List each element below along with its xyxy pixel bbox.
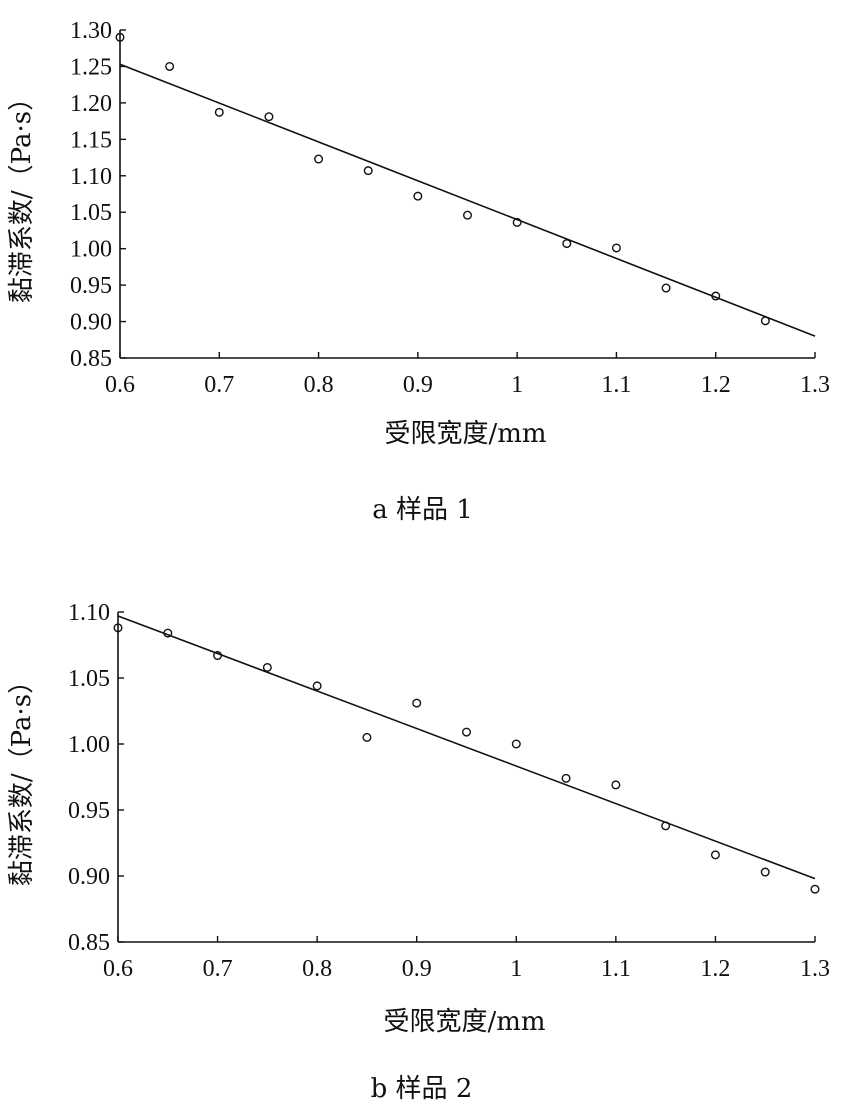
data-point <box>113 623 123 633</box>
y-tick-label: 0.90 <box>68 864 110 890</box>
y-tick-label: 1.00 <box>68 732 110 758</box>
data-point <box>262 662 272 672</box>
y-tick-label: 0.85 <box>68 930 110 956</box>
data-point <box>213 651 223 661</box>
data-point <box>710 850 720 860</box>
y-tick-label: 1.05 <box>70 200 112 226</box>
y-tick-label: 1.15 <box>70 127 112 153</box>
x-axis-label-b: 受限宽度/mm <box>383 1007 545 1037</box>
axes-a <box>119 30 815 359</box>
y-tick-label: 1.30 <box>70 18 112 44</box>
x-tick-label: 0.8 <box>302 956 332 982</box>
x-tick-label: 1 <box>510 956 522 982</box>
y-tick-label: 0.95 <box>68 798 110 824</box>
x-tick-label: 0.6 <box>103 956 133 982</box>
data-point <box>810 884 820 894</box>
data-point <box>312 681 322 691</box>
chart-panel-b: 0.6 0.7 0.8 0.9 1 1.1 1.2 1.3 0.85 0.90 0.95 1.00 1… <box>7 600 830 1104</box>
data-point <box>661 821 671 831</box>
data-point <box>412 698 422 708</box>
x-tick-label: 0.6 <box>105 372 135 398</box>
x-tick-label: 0.7 <box>203 956 233 982</box>
x-tick-label: 1.1 <box>601 956 631 982</box>
axes-b <box>117 612 815 943</box>
data-point <box>362 732 372 742</box>
data-point <box>561 773 571 783</box>
data-point <box>511 739 521 749</box>
data-point <box>463 210 473 220</box>
x-tick-label: 0.7 <box>204 372 234 398</box>
y-tick-label: 0.85 <box>70 346 112 372</box>
y-tick-label: 1.10 <box>70 164 112 190</box>
chart-panel-a: 0.6 0.7 0.8 0.9 1 1.1 1.2 1.3 0.85 0.90 0.95 1.00 1… <box>7 18 830 525</box>
x-tick-label: 1.1 <box>601 372 631 398</box>
caption-b: b 样品 2 <box>371 1074 473 1104</box>
data-point <box>562 239 572 249</box>
data-point <box>611 780 621 790</box>
data-point <box>363 166 373 176</box>
y-axis-label-b: 黏滞系数/（Pa·s） <box>7 668 37 886</box>
data-points-b <box>113 623 820 894</box>
data-points-a <box>115 32 770 326</box>
x-tick-label: 1.3 <box>800 372 830 398</box>
x-axis-label-a: 受限宽度/mm <box>384 419 546 449</box>
data-point <box>165 61 175 71</box>
x-tick-label: 0.9 <box>402 956 432 982</box>
data-point <box>661 283 671 293</box>
data-point <box>760 316 770 326</box>
x-tick-label: 1 <box>511 372 523 398</box>
data-point <box>214 107 224 117</box>
caption-a: a 样品 1 <box>372 495 473 525</box>
data-point <box>611 243 621 253</box>
data-point <box>115 32 125 42</box>
data-point <box>163 628 173 638</box>
y-tick-labels-a: 0.85 0.90 0.95 1.00 1.05 1.10 1.15 1.20 1.25 1.30 <box>70 18 126 372</box>
fit-line-b <box>117 615 816 880</box>
y-tick-label: 0.90 <box>70 310 112 336</box>
data-point <box>264 112 274 122</box>
y-tick-label: 1.00 <box>70 237 112 263</box>
x-tick-label: 1.3 <box>800 956 830 982</box>
x-tick-label: 1.2 <box>700 956 730 982</box>
x-tick-labels-a: 0.6 0.7 0.8 0.9 1 1.1 1.2 1.3 <box>105 352 830 398</box>
data-point <box>711 291 721 301</box>
fit-line-a <box>119 63 816 337</box>
x-tick-label: 0.9 <box>403 372 433 398</box>
data-point <box>760 867 770 877</box>
y-tick-label: 1.10 <box>68 600 110 626</box>
y-tick-label: 1.20 <box>70 91 112 117</box>
y-axis-label-a: 黏滞系数/（Pa·s） <box>7 85 37 303</box>
y-tick-label: 1.05 <box>68 666 110 692</box>
data-point <box>314 154 324 164</box>
x-tick-label: 1.2 <box>701 372 731 398</box>
x-tick-label: 0.8 <box>304 372 334 398</box>
data-point <box>462 727 472 737</box>
y-tick-labels-b: 0.85 0.90 0.95 1.00 1.05 1.10 <box>68 600 124 956</box>
data-point <box>512 217 522 227</box>
data-point <box>413 191 423 201</box>
y-tick-label: 0.95 <box>70 273 112 299</box>
x-tick-labels-b: 0.6 0.7 0.8 0.9 1 1.1 1.2 1.3 <box>103 936 830 982</box>
y-tick-label: 1.25 <box>70 54 112 80</box>
